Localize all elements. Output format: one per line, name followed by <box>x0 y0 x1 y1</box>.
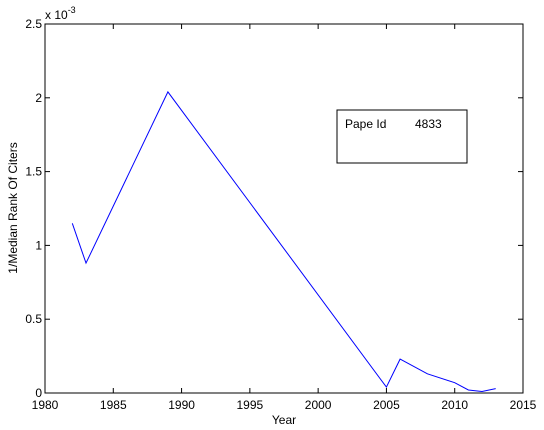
x-tick-label: 2005 <box>373 398 400 412</box>
y-tick-label: 1 <box>35 238 42 252</box>
x-axis-label: Year <box>272 413 296 427</box>
x-tick-label: 1990 <box>168 398 195 412</box>
y-scale-base: x 10 <box>45 8 68 22</box>
legend: Pape Id 4833 <box>336 109 468 164</box>
legend-box <box>336 109 468 164</box>
y-tick-label: 1.5 <box>25 165 42 179</box>
y-axis-label: 1/Median Rank Of Citers <box>6 142 20 273</box>
plot-area <box>44 23 524 394</box>
x-axis-tick-labels: 1980 1985 1990 1995 2000 2005 2010 2015 <box>32 398 537 412</box>
x-tick-label: 2015 <box>510 398 537 412</box>
series-line <box>71 90 496 393</box>
y-tick-label: 2 <box>35 91 42 105</box>
x-tick-label: 2010 <box>441 398 468 412</box>
y-tick-label: 0 <box>35 386 42 400</box>
x-tick-label: 2000 <box>305 398 332 412</box>
x-tick-label: 1980 <box>32 398 59 412</box>
x-tick-label: 1995 <box>237 398 264 412</box>
x-axis-ticks <box>44 24 524 393</box>
y-tick-label: 2.5 <box>25 17 42 31</box>
y-axis-tick-labels: 0 0.5 1 1.5 2 2.5 <box>25 17 42 400</box>
y-scale-exponent: -3 <box>68 5 76 15</box>
legend-value: 4833 <box>415 117 442 131</box>
y-scale-multiplier: x 10-3 <box>45 5 76 22</box>
y-tick-label: 0.5 <box>25 312 42 326</box>
y-axis-ticks <box>45 23 523 394</box>
legend-label: Pape Id <box>345 117 386 131</box>
x-tick-label: 1985 <box>100 398 127 412</box>
